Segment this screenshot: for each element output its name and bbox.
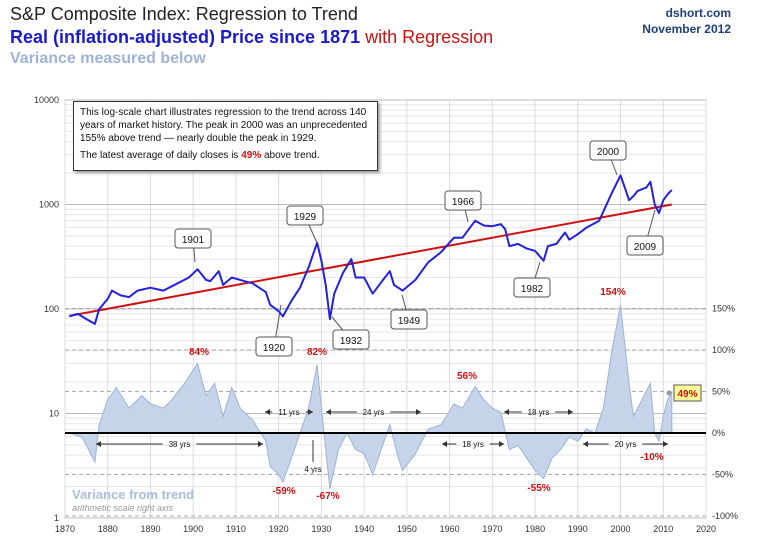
y-tick-label-right: 150%	[712, 304, 735, 314]
source-credit: dshort.com November 2012	[642, 5, 731, 37]
latest-pct-box	[673, 384, 702, 402]
x-tick-label: 1920	[269, 524, 289, 534]
annotation-pct: 49%	[241, 150, 262, 161]
regression-line	[69, 203, 672, 317]
x-tick-label: 1870	[55, 524, 75, 534]
interval-label: 24 yrs	[363, 408, 385, 417]
y-tick-label-right: -100%	[712, 511, 738, 521]
interval-arrowhead	[326, 409, 331, 415]
x-tick-label: 1990	[568, 524, 588, 534]
annotation-box: This log-scale chart illustrates regress…	[73, 101, 378, 171]
callout-label: 1982	[521, 284, 544, 295]
variance-legend-sublabel: arithmetic scale right axis	[72, 503, 174, 513]
source-date: November 2012	[642, 22, 731, 36]
x-tick-label: 1980	[525, 524, 545, 534]
interval-arrowhead	[265, 409, 270, 415]
y-tick-label-left: 100	[44, 304, 59, 314]
latest-pct-label: 49%	[677, 389, 697, 400]
x-tick-label: 2000	[611, 524, 631, 534]
interval-label: 18 yrs	[528, 408, 550, 417]
callout-box	[444, 190, 482, 211]
callout-box	[332, 329, 370, 350]
annotation-paragraph-1: This log-scale chart illustrates regress…	[80, 107, 368, 144]
interval-arrowhead	[442, 441, 447, 447]
variance-pct-label: 84%	[189, 347, 209, 358]
variance-pct-label: 154%	[600, 287, 626, 298]
y-tick-label-right: 50%	[712, 387, 730, 397]
y-tick-label-right: 0%	[712, 428, 725, 438]
y-tick-label-left: 1	[54, 513, 59, 523]
chart-subtitle-variance: Variance measured below	[10, 50, 206, 67]
interval-label: 38 yrs	[169, 440, 191, 449]
callout-box	[255, 336, 293, 357]
variance-pct-label: -59%	[272, 486, 295, 497]
callout-box	[174, 228, 212, 249]
callout-box	[589, 140, 627, 161]
annotation-post: above trend.	[261, 150, 320, 161]
interval-arrowhead	[663, 441, 668, 447]
x-tick-label: 1950	[397, 524, 417, 534]
variance-area	[69, 305, 673, 489]
interval-arrowhead	[96, 441, 101, 447]
callout-label: 1901	[182, 235, 205, 246]
interval-label: 4 yrs	[304, 465, 321, 474]
x-tick-label: 1960	[440, 524, 460, 534]
callout-label: 1920	[263, 343, 286, 354]
chart-subtitle: Real (inflation-adjusted) Price since 18…	[10, 27, 493, 48]
callout-box	[626, 235, 664, 256]
x-tick-label: 1890	[140, 524, 160, 534]
callout-label: 2009	[634, 242, 657, 253]
interval-arrowhead	[568, 409, 573, 415]
annotation-paragraph-2: The latest average of daily closes is 49…	[80, 149, 371, 162]
interval-arrowhead	[504, 409, 509, 415]
source-name: dshort.com	[665, 6, 731, 20]
interval-label: 18 yrs	[462, 440, 484, 449]
callout-label: 2000	[597, 147, 620, 158]
interval-label: 11 yrs	[278, 408, 299, 417]
callout-label: 1932	[340, 336, 363, 347]
callout-box	[513, 277, 551, 298]
x-tick-label: 1910	[226, 524, 246, 534]
y-tick-label-left: 10000	[34, 95, 59, 105]
annotation-pre: The latest average of daily closes is	[80, 150, 242, 161]
callout-box	[390, 309, 428, 330]
y-tick-label-right: 100%	[712, 345, 735, 355]
callout-label: 1949	[398, 316, 421, 327]
interval-arrowhead	[583, 441, 588, 447]
variance-pct-label: 82%	[307, 347, 327, 358]
variance-legend-label: Variance from trend	[72, 487, 195, 502]
interval-arrowhead	[499, 441, 504, 447]
x-tick-label: 1900	[183, 524, 203, 534]
variance-pct-label: -67%	[316, 491, 339, 502]
x-tick-label: 1970	[482, 524, 502, 534]
callout-box	[286, 205, 324, 226]
x-tick-label: 2020	[696, 524, 716, 534]
callout-label: 1966	[452, 197, 475, 208]
price-line	[69, 174, 673, 325]
y-tick-label-left: 10	[49, 409, 59, 419]
interval-label: 20 yrs	[615, 440, 637, 449]
x-tick-label: 2010	[653, 524, 673, 534]
interval-arrowhead	[308, 409, 313, 415]
subtitle-regression: with Regression	[365, 27, 494, 47]
variance-pct-label: 56%	[457, 371, 477, 382]
callout-label: 1929	[294, 212, 317, 223]
subtitle-main: Real (inflation-adjusted) Price since 18…	[10, 27, 361, 47]
x-tick-label: 1880	[98, 524, 118, 534]
variance-pct-label: -55%	[527, 483, 550, 494]
chart-title: S&P Composite Index: Regression to Trend	[10, 4, 358, 24]
interval-arrowhead	[258, 441, 263, 447]
y-tick-label-left: 1000	[39, 200, 59, 210]
interval-arrowhead	[416, 409, 421, 415]
x-tick-label: 1940	[354, 524, 374, 534]
variance-pct-label: -10%	[640, 452, 663, 463]
x-tick-label: 1930	[311, 524, 331, 534]
latest-marker	[666, 390, 672, 396]
y-tick-label-right: -50%	[712, 470, 733, 480]
